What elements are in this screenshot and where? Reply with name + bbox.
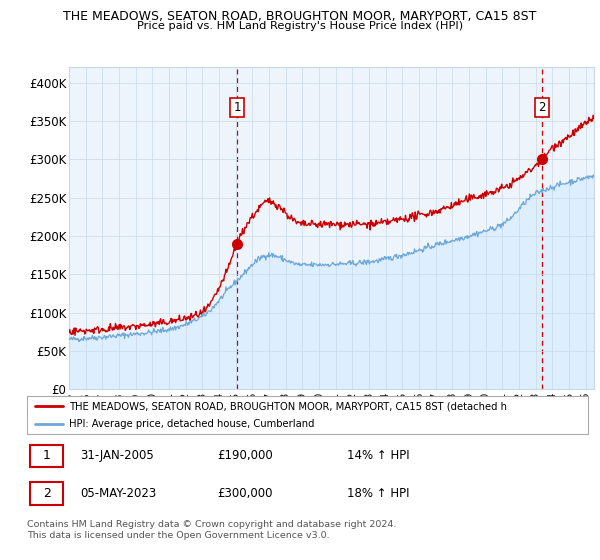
- Text: THE MEADOWS, SEATON ROAD, BROUGHTON MOOR, MARYPORT, CA15 8ST (detached h: THE MEADOWS, SEATON ROAD, BROUGHTON MOOR…: [69, 401, 507, 411]
- Text: Price paid vs. HM Land Registry's House Price Index (HPI): Price paid vs. HM Land Registry's House …: [137, 21, 463, 31]
- Text: HPI: Average price, detached house, Cumberland: HPI: Average price, detached house, Cumb…: [69, 419, 314, 430]
- Text: THE MEADOWS, SEATON ROAD, BROUGHTON MOOR, MARYPORT, CA15 8ST: THE MEADOWS, SEATON ROAD, BROUGHTON MOOR…: [64, 10, 536, 22]
- Text: 1: 1: [43, 449, 50, 462]
- Text: £190,000: £190,000: [218, 449, 274, 462]
- Text: 1: 1: [233, 101, 241, 114]
- Text: 2: 2: [43, 487, 50, 500]
- Text: 05-MAY-2023: 05-MAY-2023: [80, 487, 157, 500]
- Text: 2: 2: [538, 101, 545, 114]
- Text: £300,000: £300,000: [218, 487, 273, 500]
- FancyBboxPatch shape: [30, 445, 64, 467]
- Text: Contains HM Land Registry data © Crown copyright and database right 2024.: Contains HM Land Registry data © Crown c…: [27, 520, 397, 529]
- Text: This data is licensed under the Open Government Licence v3.0.: This data is licensed under the Open Gov…: [27, 531, 329, 540]
- Text: 18% ↑ HPI: 18% ↑ HPI: [347, 487, 409, 500]
- Text: 14% ↑ HPI: 14% ↑ HPI: [347, 449, 409, 462]
- Text: 31-JAN-2005: 31-JAN-2005: [80, 449, 154, 462]
- FancyBboxPatch shape: [30, 482, 64, 505]
- FancyBboxPatch shape: [27, 396, 588, 434]
